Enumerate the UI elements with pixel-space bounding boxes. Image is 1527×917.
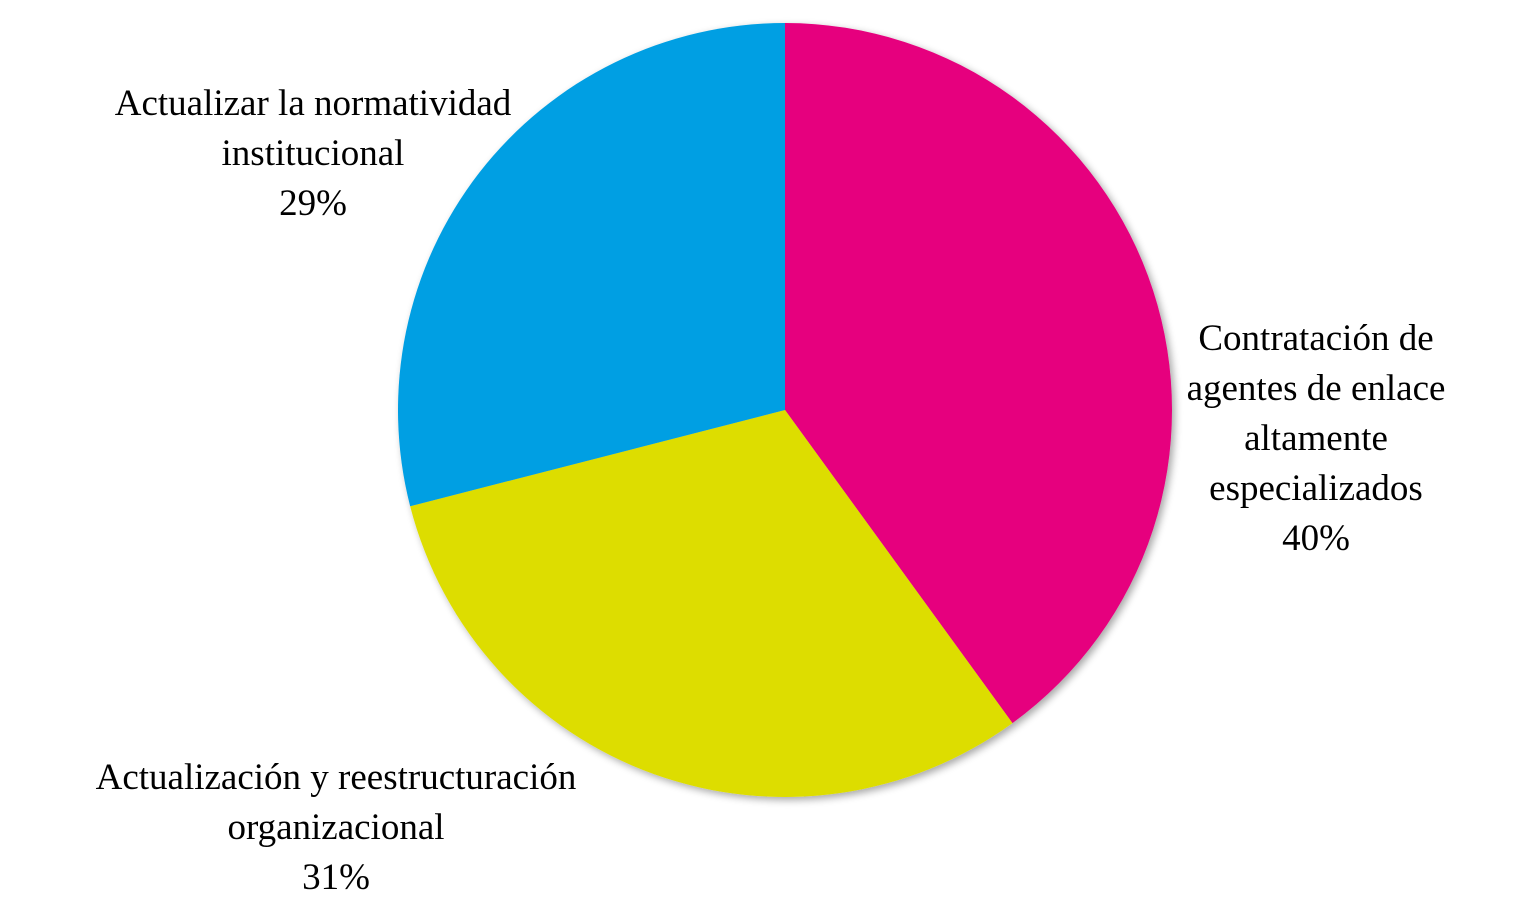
slice-label-line: altamente <box>1244 418 1388 459</box>
slice-percent-label: 40% <box>1282 518 1350 559</box>
slice-label-0: Contratación de agentes de enlace altament… <box>1187 318 1446 559</box>
slice-label-line: Actualizar la normatividad <box>115 83 512 124</box>
slice-percent-label: 31% <box>302 857 370 898</box>
slice-label-2: Actualizar la normatividad institucional 2… <box>115 83 512 224</box>
pie-slice-0 <box>785 23 1172 724</box>
slice-label-line: organizacional <box>227 807 444 848</box>
pie-slice-2 <box>398 23 785 507</box>
slice-label-line: institucional <box>222 133 405 174</box>
slice-label-1: Actualización y reestructuración organiza… <box>96 757 577 898</box>
slice-label-line: Contratación de <box>1198 318 1433 359</box>
slice-label-line: agentes de enlace <box>1187 368 1446 409</box>
slice-label-line: Actualización y reestructuración <box>96 757 577 798</box>
pie-slice-1 <box>410 410 1013 798</box>
slice-percent-label: 29% <box>279 183 347 224</box>
slice-label-line: especializados <box>1209 468 1423 509</box>
